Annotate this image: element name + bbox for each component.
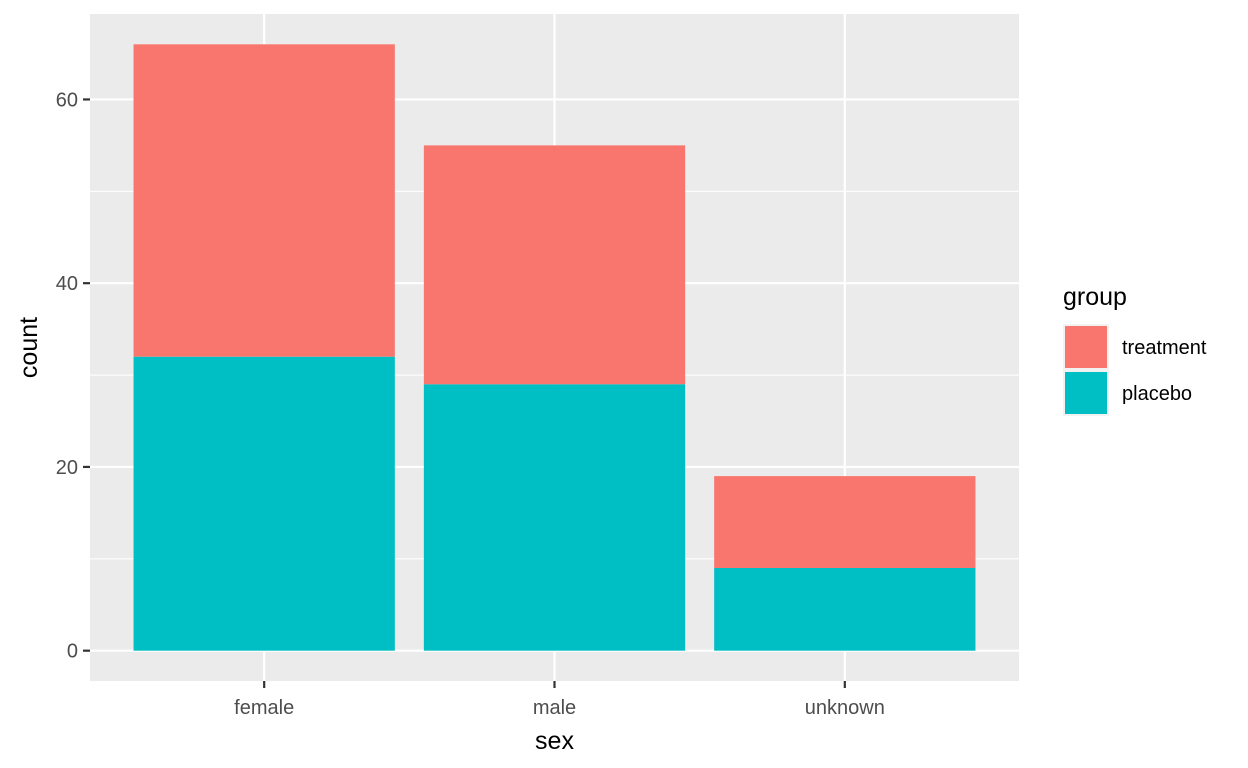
x-axis: female male unknown [234,681,885,719]
bar-male-treatment [423,145,686,385]
y-tick-label: 20 [56,457,78,479]
legend-title: group [1063,283,1127,311]
x-tick-label-male: male [533,697,576,719]
y-tick-label: 0 [67,641,78,663]
y-tick-label: 60 [56,89,78,111]
bars [133,44,976,651]
x-axis-title: sex [535,727,574,755]
legend: group treatment placebo [1063,283,1207,416]
y-tick-label: 40 [56,273,78,295]
legend-label-treatment: treatment [1122,337,1207,359]
x-tick-label-female: female [234,697,294,719]
legend-label-placebo: placebo [1122,383,1192,405]
y-axis: 0 20 40 60 [56,89,90,663]
bar-female-placebo [133,356,395,651]
bar-unknown-treatment [714,476,976,568]
legend-swatch-treatment [1065,326,1107,368]
legend-swatch-placebo [1065,372,1107,414]
bar-male-placebo [423,384,686,651]
bar-unknown-placebo [714,567,976,651]
bar-female-treatment [133,44,395,357]
x-tick-label-unknown: unknown [805,697,885,719]
y-axis-title: count [15,317,43,378]
